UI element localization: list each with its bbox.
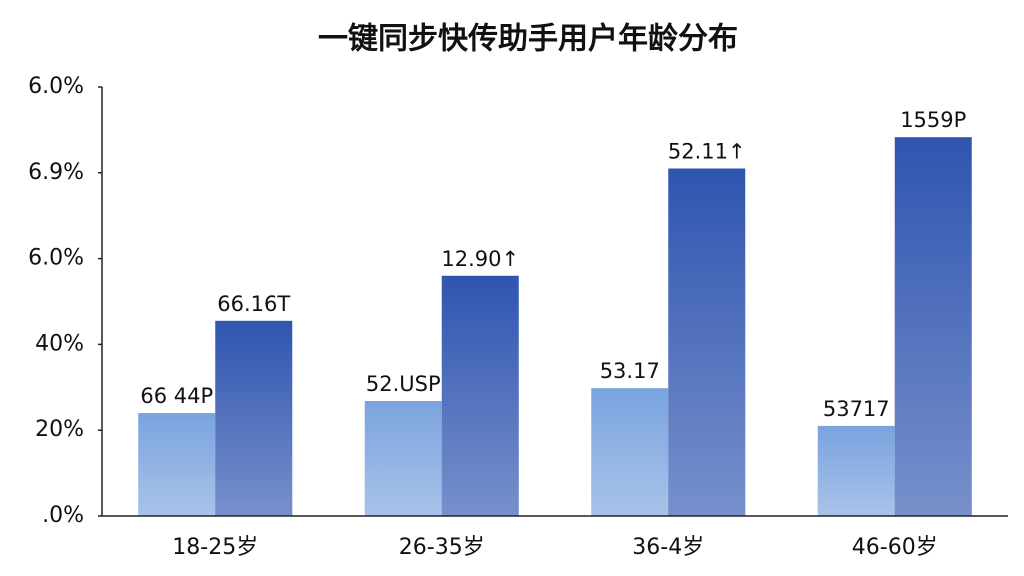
- data-label: 12.90↑: [441, 247, 519, 271]
- y-tick-label: .0%: [42, 503, 84, 528]
- y-tick-label: 6.0%: [28, 74, 84, 99]
- chart-title: 一键同步快传助手用户年龄分布: [318, 22, 738, 57]
- data-label: 52.11↑: [668, 140, 746, 164]
- bar: [817, 425, 895, 516]
- data-label: 53.17: [600, 359, 660, 383]
- bar: [591, 388, 669, 516]
- data-label: 1559P: [900, 108, 966, 132]
- bar: [441, 275, 519, 516]
- y-tick-label: 6.9%: [28, 160, 84, 185]
- bar: [364, 401, 442, 516]
- bar: [215, 320, 293, 516]
- data-label: 52.USP: [366, 372, 441, 396]
- x-tick-label: 36-4岁: [632, 535, 704, 560]
- x-tick-label: 18-25岁: [172, 535, 258, 560]
- bar: [138, 413, 216, 516]
- y-tick-label: 20%: [35, 417, 84, 442]
- y-tick-label: 6.0%: [28, 246, 84, 271]
- x-tick-label: 46-60岁: [852, 535, 938, 560]
- data-label: 53717: [823, 397, 890, 421]
- bar: [894, 137, 972, 516]
- data-label: 66 44P: [140, 384, 213, 408]
- y-tick-label: 40%: [35, 331, 84, 356]
- bar: [668, 168, 746, 516]
- data-label: 66.16T: [217, 292, 290, 316]
- x-tick-label: 26-35岁: [399, 535, 485, 560]
